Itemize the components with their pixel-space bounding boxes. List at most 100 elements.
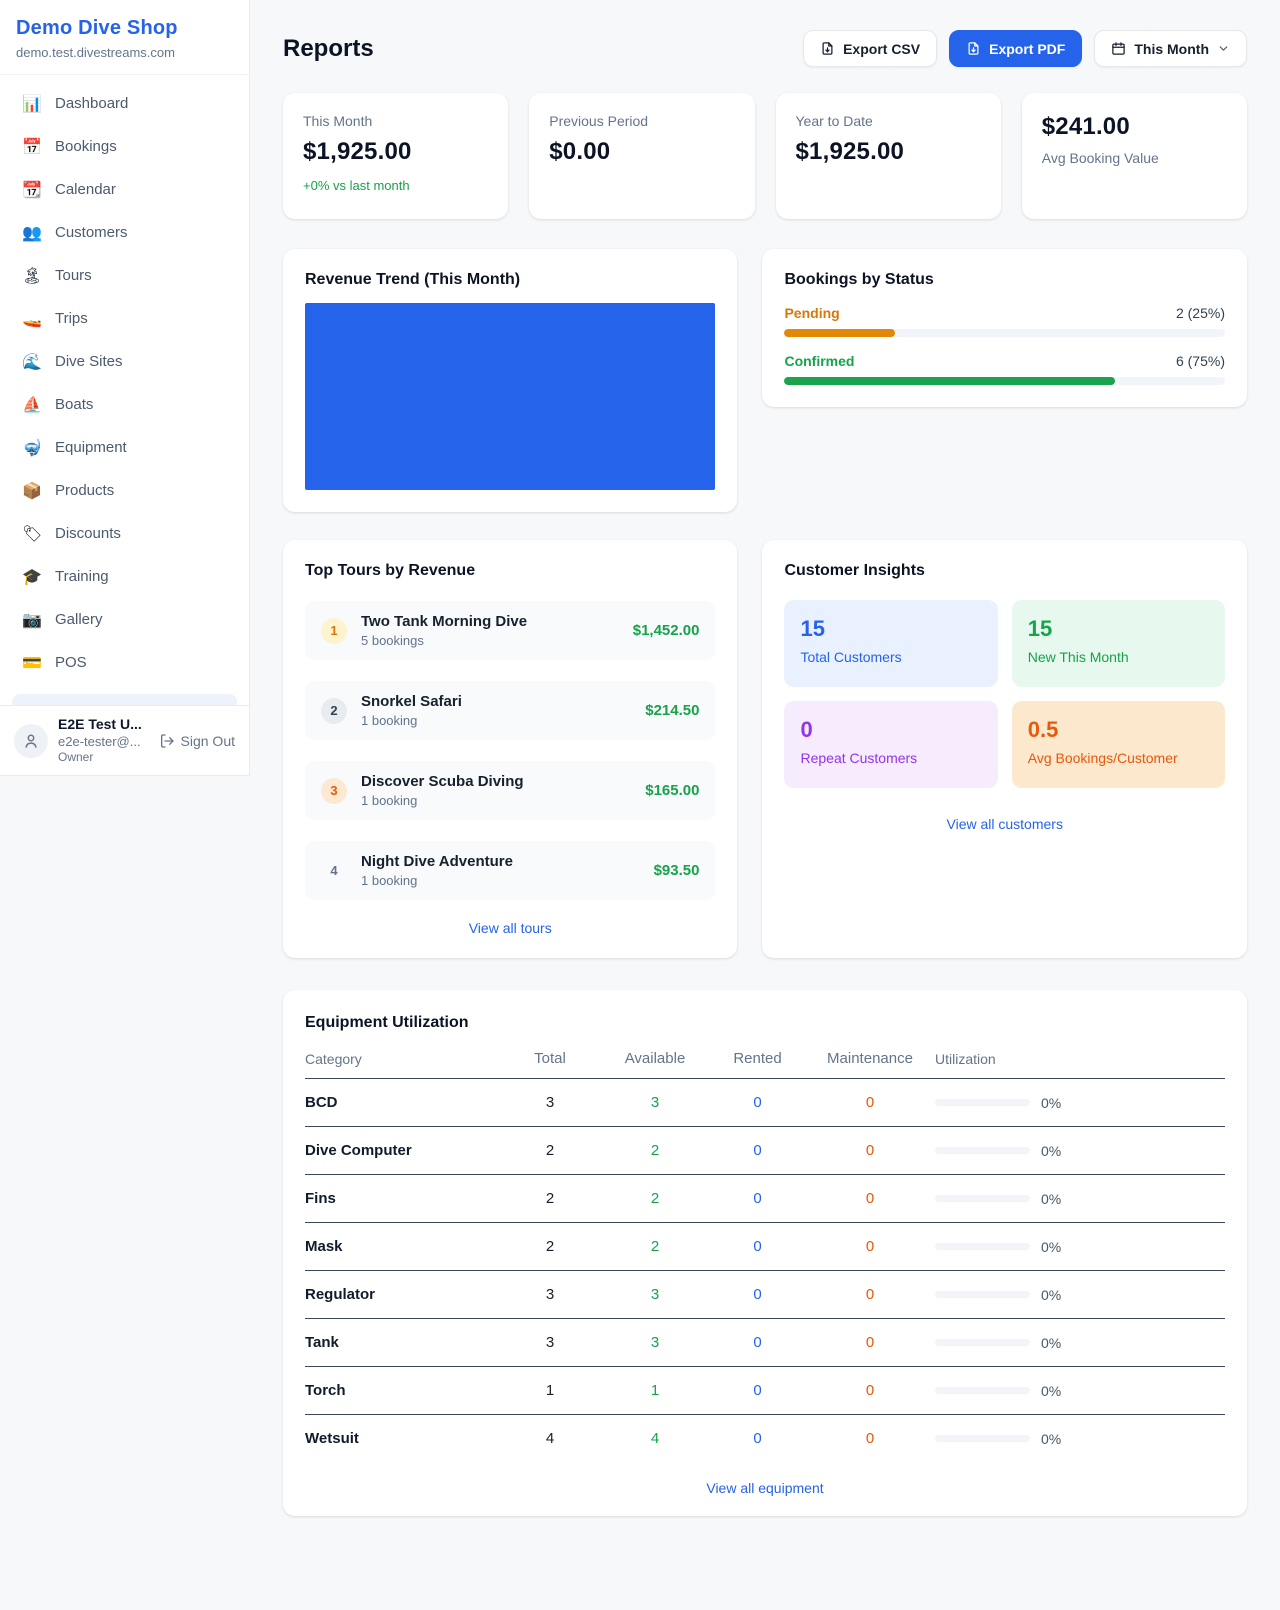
utilization-track — [935, 1195, 1030, 1202]
equipment-utilization: 0% — [935, 1095, 1225, 1111]
equipment-icon: 🤿 — [22, 438, 42, 457]
list-item[interactable]: 2 Snorkel Safari 1 booking $214.50 — [305, 681, 716, 740]
equipment-utilization: 0% — [935, 1383, 1225, 1399]
status-label: Confirmed — [784, 353, 855, 369]
header-actions: Export CSV Export PDF This Month — [803, 30, 1247, 67]
equipment-maintenance: 0 — [865, 1238, 875, 1255]
sidebar-item-pos[interactable]: 💳 POS — [12, 644, 237, 681]
sidebar-item-bookings[interactable]: 📅 Bookings — [12, 128, 237, 165]
export-csv-button[interactable]: Export CSV — [803, 30, 938, 67]
equipment-maintenance: 0 — [865, 1094, 875, 1111]
equipment-utilization: 0% — [935, 1287, 1225, 1303]
equipment-available: 2 — [650, 1238, 660, 1255]
sidebar-item-discounts[interactable]: 🏷 Discounts — [12, 515, 237, 552]
user-meta: E2E Test U... e2e-tester@... Owner — [58, 716, 149, 765]
table-row: Fins 2 2 0 0 0% — [305, 1175, 1225, 1223]
equipment-rented: 0 — [753, 1094, 762, 1111]
utilization-track — [935, 1099, 1030, 1106]
stat-value: $1,925.00 — [795, 138, 905, 165]
column-header-rented: Rented — [733, 1050, 782, 1067]
table-row: Tank 3 3 0 0 0% — [305, 1319, 1225, 1367]
avatar — [14, 723, 48, 758]
tile-total-customers: 15 Total Customers — [784, 600, 998, 687]
sidebar-item-label: Dashboard — [55, 95, 129, 112]
sidebar-item-equipment[interactable]: 🤿 Equipment — [12, 429, 237, 466]
equipment-total: 4 — [545, 1430, 555, 1447]
table-row: Regulator 3 3 0 0 0% — [305, 1271, 1225, 1319]
equipment-category: Dive Computer — [305, 1142, 412, 1159]
boats-icon: ⛵ — [22, 395, 42, 414]
stat-value: $1,925.00 — [303, 138, 412, 165]
stat-label: This Month — [303, 113, 373, 129]
charts-row: Revenue Trend (This Month) Bookings by S… — [283, 249, 1247, 512]
sidebar: Demo Dive Shop demo.test.divestreams.com… — [0, 0, 250, 776]
equipment-utilization: 0% — [935, 1431, 1225, 1447]
tour-revenue: $214.50 — [645, 702, 700, 719]
sidebar-item-label: Trips — [55, 310, 88, 327]
period-label: This Month — [1134, 40, 1209, 57]
equipment-available: 3 — [650, 1334, 660, 1351]
sidebar-item-label: Dive Sites — [55, 353, 123, 370]
page-header: Reports Export CSV Export PDF This Month — [283, 30, 1247, 67]
equipment-total: 3 — [545, 1286, 555, 1303]
utilization-track — [935, 1291, 1030, 1298]
tile-label: New This Month — [1027, 649, 1129, 665]
utilization-track — [935, 1147, 1030, 1154]
table-header-row: Category Total Available Rented Maintena… — [305, 1032, 1225, 1079]
dive-sites-icon: 🌊 — [22, 352, 42, 371]
sidebar-nav: 📊 Dashboard 📅 Bookings 📆 Calendar 👥 Cust… — [0, 75, 249, 706]
equipment-maintenance: 0 — [865, 1190, 875, 1207]
equipment-available: 2 — [650, 1190, 660, 1207]
customer-insights-title: Customer Insights — [784, 562, 925, 579]
equipment-rented: 0 — [753, 1430, 762, 1447]
utilization-percent: 0% — [1041, 1334, 1062, 1351]
calendar-icon: 📆 — [22, 180, 42, 199]
period-select[interactable]: This Month — [1094, 30, 1247, 67]
sidebar-item-products[interactable]: 📦 Products — [12, 472, 237, 509]
list-item[interactable]: 3 Discover Scuba Diving 1 booking $165.0… — [305, 761, 716, 820]
equipment-category: BCD — [305, 1094, 338, 1111]
view-all-equipment-link[interactable]: View all equipment — [706, 1480, 824, 1496]
export-csv-label: Export CSV — [843, 40, 921, 57]
sidebar-item-calendar[interactable]: 📆 Calendar — [12, 171, 237, 208]
tour-bookings: 1 booking — [361, 713, 418, 728]
sign-out-button[interactable]: Sign Out — [159, 733, 235, 749]
calendar-icon — [1112, 42, 1126, 55]
sidebar-item-dashboard[interactable]: 📊 Dashboard — [12, 85, 237, 122]
equipment-rented: 0 — [753, 1142, 762, 1159]
export-pdf-button[interactable]: Export PDF — [949, 30, 1083, 67]
tile-value: 0.5 — [1027, 717, 1059, 742]
sidebar-item-tours[interactable]: 🏝 Tours — [12, 257, 237, 294]
sidebar-item-reports-partial[interactable] — [12, 694, 237, 706]
status-row-confirmed: Confirmed 6 (75%) — [784, 353, 1225, 385]
brand-block: Demo Dive Shop demo.test.divestreams.com — [0, 0, 249, 75]
equipment-maintenance: 0 — [865, 1334, 875, 1351]
gallery-icon: 📷 — [22, 610, 42, 629]
equipment-utilization: 0% — [935, 1335, 1225, 1351]
top-tours-card: Top Tours by Revenue 1 Two Tank Morning … — [283, 540, 738, 958]
rank-badge: 2 — [321, 697, 347, 724]
view-all-customers-link[interactable]: View all customers — [946, 816, 1063, 832]
sidebar-item-boats[interactable]: ⛵ Boats — [12, 386, 237, 423]
list-item[interactable]: 1 Two Tank Morning Dive 5 bookings $1,45… — [305, 601, 716, 660]
sidebar-item-customers[interactable]: 👥 Customers — [12, 214, 237, 251]
sidebar-item-gallery[interactable]: 📷 Gallery — [12, 601, 237, 638]
tour-name: Snorkel Safari — [361, 693, 462, 710]
sidebar-item-label: Bookings — [55, 138, 117, 155]
status-count: 6 (75%) — [1175, 353, 1225, 369]
sidebar-item-dive-sites[interactable]: 🌊 Dive Sites — [12, 343, 237, 380]
file-download-icon — [968, 42, 979, 55]
products-icon: 📦 — [22, 481, 42, 500]
revenue-trend-title: Revenue Trend (This Month) — [305, 271, 521, 288]
sidebar-item-trips[interactable]: 🚤 Trips — [12, 300, 237, 337]
bookings-by-status-card: Bookings by Status Pending 2 (25%) Confi… — [762, 249, 1247, 407]
view-all-tours-link[interactable]: View all tours — [468, 920, 552, 936]
equipment-total: 2 — [545, 1190, 555, 1207]
sidebar-item-label: POS — [55, 654, 87, 671]
list-item[interactable]: 4 Night Dive Adventure 1 booking $93.50 — [305, 841, 716, 900]
tour-bookings: 5 bookings — [361, 633, 424, 648]
progress-fill-pending — [784, 329, 895, 337]
stat-label: Year to Date — [795, 113, 873, 129]
sidebar-item-training[interactable]: 🎓 Training — [12, 558, 237, 595]
tour-bookings: 1 booking — [361, 793, 418, 808]
